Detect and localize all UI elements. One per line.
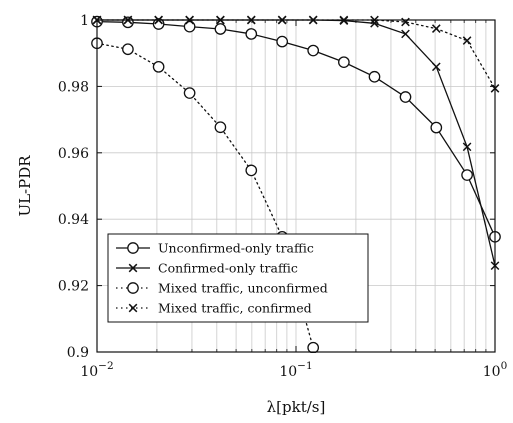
- series-line: [96, 42, 314, 349]
- marker-stroke: [128, 303, 138, 313]
- y-tick-label: 0.92: [58, 279, 89, 295]
- y-tick-label: 0.98: [58, 79, 89, 95]
- legend: Unconfirmed-only traffic Confirmed-only t…: [107, 233, 369, 323]
- legend-box: [107, 233, 369, 323]
- series-3: [91, 37, 320, 353]
- data-point: [307, 341, 320, 353]
- data-point: [152, 60, 165, 73]
- legend-label: Confirmed-only traffic: [158, 261, 298, 276]
- data-point: [338, 56, 350, 69]
- legend-item: Mixed traffic, unconfirmed: [116, 281, 328, 296]
- data-point: [122, 16, 134, 29]
- x-tick-label-exponent: −2: [98, 360, 113, 372]
- y-tick-label: 1: [80, 13, 89, 29]
- data-point: [431, 62, 441, 72]
- x-tick-label-exponent: 0: [501, 360, 508, 372]
- legend-label: Unconfirmed-only traffic: [158, 241, 314, 256]
- legend-label: Mixed traffic, confirmed: [158, 301, 312, 316]
- x-tick-label: 10−2: [80, 360, 113, 380]
- data-point: [462, 142, 472, 152]
- data-point: [461, 169, 473, 181]
- marker-stroke: [128, 263, 138, 273]
- marker-stroke: [462, 142, 472, 152]
- data-point: [307, 44, 320, 57]
- legend-marker: [127, 282, 139, 294]
- data-point: [399, 91, 412, 103]
- data-point: [214, 121, 227, 134]
- y-tick-label: 0.9: [67, 345, 89, 361]
- y-axis-label: UL-PDR: [16, 155, 34, 217]
- data-point: [368, 70, 381, 83]
- y-tick-label: 0.96: [58, 146, 89, 162]
- marker-stroke: [401, 29, 410, 39]
- x-tick-label-base: 10: [483, 364, 501, 380]
- data-point: [401, 29, 410, 39]
- x-tick-label: 10−1: [279, 360, 312, 380]
- series-1: [91, 15, 501, 243]
- x-tick-label-base: 10: [80, 364, 98, 380]
- marker-stroke: [431, 24, 441, 33]
- marker-stroke: [462, 36, 472, 45]
- data-point: [152, 18, 165, 30]
- x-axis-label: λ[pkt/s]: [267, 398, 326, 416]
- legend-marker: [127, 242, 139, 254]
- legend-item: Mixed traffic, confirmed: [116, 301, 312, 316]
- legend-marker: [128, 303, 138, 313]
- data-point: [430, 121, 443, 134]
- legend-item: Unconfirmed-only traffic: [116, 241, 314, 256]
- x-tick-label-base: 10: [279, 364, 297, 380]
- y-tick-label: 0.94: [58, 212, 89, 228]
- x-tick-label: 100: [483, 360, 508, 380]
- data-point: [431, 24, 441, 33]
- data-point: [245, 164, 258, 177]
- data-point: [462, 36, 472, 45]
- legend-item: Confirmed-only traffic: [116, 261, 298, 276]
- legend-label: Mixed traffic, unconfirmed: [158, 281, 328, 296]
- data-point: [183, 20, 196, 33]
- legend-marker: [128, 263, 138, 273]
- data-point: [183, 87, 196, 99]
- marker-stroke: [431, 62, 441, 72]
- x-tick-label-exponent: −1: [297, 360, 312, 372]
- data-point: [122, 43, 134, 56]
- data-point: [245, 28, 258, 40]
- data-point: [214, 23, 227, 35]
- data-point: [276, 35, 289, 48]
